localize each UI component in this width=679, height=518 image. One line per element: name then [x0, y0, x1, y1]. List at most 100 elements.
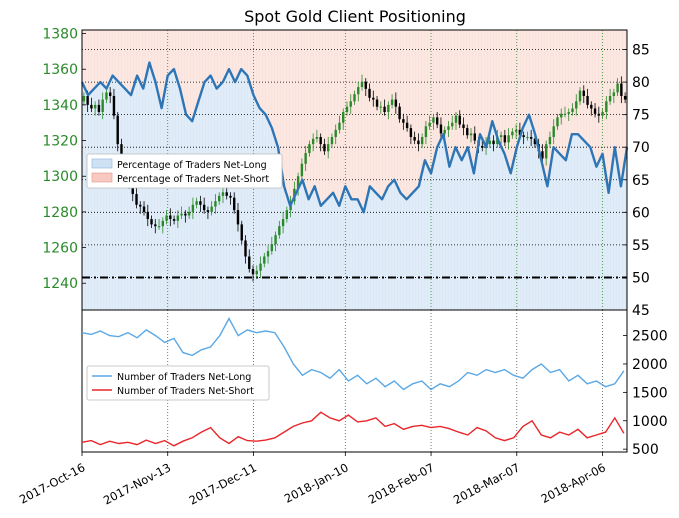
top-legend: Percentage of Traders Net-Long Percentage… — [86, 153, 283, 189]
x-tick-label: 2018-Apr-06 — [539, 460, 608, 506]
candle-body — [105, 92, 108, 100]
candle-body — [97, 104, 101, 113]
candle-body — [548, 137, 552, 145]
candle-body — [383, 106, 386, 113]
candle-body — [285, 210, 289, 220]
candle-body — [616, 83, 619, 93]
candle-body — [172, 219, 176, 221]
candle-body — [244, 240, 247, 257]
candle-body — [375, 99, 379, 107]
candle-body — [86, 95, 89, 105]
top-panel: 1240 1260 1280 1300 1320 1340 1360 1380 45 50 55 60… — [42, 27, 649, 319]
candle-body — [428, 122, 431, 127]
candle-body — [503, 135, 507, 143]
candle-body — [529, 137, 533, 139]
candle-body — [402, 119, 405, 123]
candle-body — [251, 268, 255, 275]
net-short-count-line — [81, 411, 625, 447]
candle-body — [319, 137, 322, 145]
candle-body — [473, 133, 476, 141]
series-line — [80, 61, 629, 214]
candle-body — [432, 117, 435, 123]
x-axis-labels: 2017-Oct-16 2017-Nov-13 2017-Dec-11 2018-Ja… — [17, 452, 608, 508]
candle-body — [112, 95, 116, 116]
candle-body — [586, 95, 589, 105]
candle-body — [342, 112, 345, 123]
x-tick-label: 2017-Nov-13 — [101, 460, 173, 507]
right-tick-label: 85 — [632, 43, 650, 59]
candle-body — [225, 192, 228, 196]
right-tick-label: 75 — [632, 108, 650, 124]
candle-body — [488, 140, 492, 145]
candle-body — [120, 144, 123, 162]
candle-body — [296, 176, 300, 189]
candle-body — [435, 117, 439, 125]
candle-body — [214, 201, 217, 207]
candle-body — [101, 99, 104, 113]
net-short-area — [82, 30, 627, 213]
candle-body — [263, 256, 266, 264]
candle-body — [176, 215, 180, 221]
candle-body — [499, 135, 503, 138]
candle-body — [191, 204, 195, 212]
bottom-right-tick-label: 1500 — [632, 385, 668, 401]
candle-body — [221, 192, 225, 196]
candle-body — [405, 122, 409, 129]
candle-body — [492, 140, 495, 145]
candle-body — [533, 138, 537, 145]
right-tick-label: 70 — [632, 140, 650, 156]
candle-body — [398, 106, 401, 120]
x-tick-label: 2018-Feb-07 — [366, 460, 437, 506]
candle-body — [390, 99, 394, 105]
candle-body — [526, 137, 529, 139]
candle-body — [240, 224, 243, 241]
candle-body — [315, 137, 319, 139]
candle-body — [146, 211, 149, 220]
candle-body — [131, 185, 134, 195]
left-tick-label: 1280 — [42, 205, 78, 221]
candle-body — [605, 101, 608, 113]
candle-body — [514, 129, 518, 132]
candle-body — [420, 137, 424, 145]
candle-body — [620, 83, 623, 96]
candle-body — [308, 144, 311, 154]
candle-body — [187, 211, 191, 216]
candle-body — [544, 144, 548, 159]
candle-body — [522, 135, 525, 138]
candle-body — [330, 137, 334, 145]
candle-body — [582, 90, 585, 96]
candle-body — [417, 140, 420, 145]
candle-body — [206, 210, 210, 212]
left-tick-label: 1360 — [42, 62, 78, 78]
candle-body — [567, 112, 570, 114]
candle-body — [259, 263, 262, 271]
candle-body — [364, 81, 367, 89]
candle-body — [368, 88, 371, 98]
candle-body — [424, 126, 428, 138]
candle-body — [154, 224, 157, 227]
candle-body — [135, 194, 138, 205]
legend-swatch — [91, 172, 113, 183]
candle-body — [608, 95, 612, 102]
candle-body — [578, 90, 582, 102]
x-tick-label: 2018-Mar-07 — [451, 460, 522, 507]
candle-body — [394, 99, 398, 107]
left-tick-label: 1320 — [42, 134, 78, 150]
candle-body — [326, 144, 330, 152]
candle-body — [560, 113, 563, 118]
x-tick-label: 2017-Dec-11 — [187, 460, 259, 507]
right-tick-label: 55 — [632, 238, 650, 254]
left-tick-label: 1340 — [42, 98, 78, 114]
candle-body — [199, 201, 202, 205]
candle-body — [184, 213, 187, 216]
candle-body — [593, 108, 597, 114]
candle-body — [571, 108, 574, 113]
candle-body — [372, 97, 375, 100]
candle-body — [413, 137, 416, 141]
x-tick-label: 2017-Oct-16 — [17, 460, 88, 506]
candle-body — [612, 92, 616, 96]
candle-body — [93, 104, 97, 109]
candle-body — [116, 115, 119, 145]
candle-body — [334, 129, 337, 138]
candle-body — [323, 144, 326, 152]
